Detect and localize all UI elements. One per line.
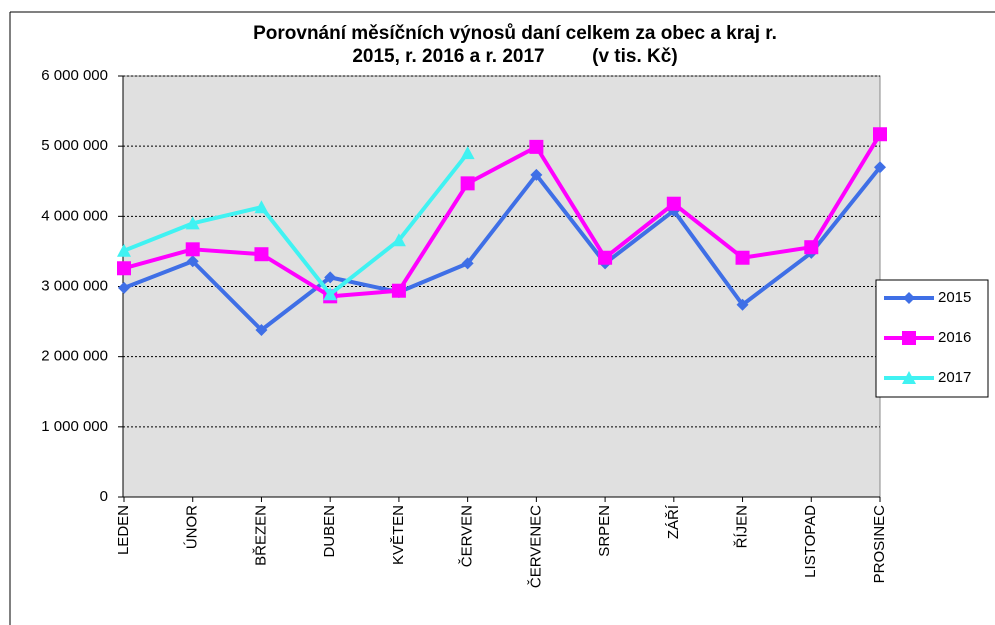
x-tick-label: ŘÍJEN xyxy=(734,505,751,548)
series-line xyxy=(123,151,470,297)
y-tick-label: 1 000 000 xyxy=(41,418,108,435)
x-tick-label: LISTOPAD xyxy=(802,505,819,578)
y-tick-label: 3 000 000 xyxy=(41,277,108,294)
x-tick-label: ČERVEN xyxy=(459,505,476,567)
marker xyxy=(530,168,543,181)
legend-label: 2016 xyxy=(938,329,971,346)
legend-label: 2017 xyxy=(938,369,971,386)
x-tick-label: KVĚTEN xyxy=(390,505,407,565)
marker xyxy=(117,261,131,276)
marker xyxy=(529,139,544,154)
x-tick-label: BŘEZEN xyxy=(252,505,269,566)
x-tick-label: LEDEN xyxy=(115,505,132,555)
marker xyxy=(598,250,613,265)
marker xyxy=(324,271,337,284)
marker xyxy=(185,216,200,230)
marker xyxy=(735,250,750,265)
marker xyxy=(254,200,269,214)
marker xyxy=(186,255,199,268)
marker xyxy=(117,243,131,257)
marker xyxy=(903,292,915,304)
marker xyxy=(185,242,200,257)
marker xyxy=(391,283,406,298)
marker xyxy=(255,324,268,337)
chart-title: Porovnání měsíčních výnosů daní celkem z… xyxy=(253,23,777,44)
marker xyxy=(666,196,681,211)
marker xyxy=(391,233,406,247)
marker xyxy=(736,298,749,311)
marker xyxy=(461,257,474,270)
x-tick-label: ÚNOR xyxy=(184,505,201,549)
marker xyxy=(323,287,338,301)
y-tick-label: 5 000 000 xyxy=(41,137,108,154)
marker xyxy=(873,127,887,142)
x-tick-label: ČERVENEC xyxy=(527,505,544,588)
marker xyxy=(874,161,886,174)
chart-title: 2015, r. 2016 a r. 2017 (v tis. Kč) xyxy=(352,46,677,67)
marker xyxy=(902,371,916,384)
x-tick-label: PROSINEC xyxy=(871,505,888,584)
marker xyxy=(460,146,475,160)
y-tick-label: 6 000 000 xyxy=(41,67,108,84)
y-tick-label: 0 xyxy=(100,488,108,505)
x-tick-label: SRPEN xyxy=(596,505,613,557)
marker xyxy=(118,281,130,294)
legend-label: 2015 xyxy=(938,289,971,306)
series-line xyxy=(123,133,882,299)
series-line xyxy=(123,165,882,333)
y-tick-label: 4 000 000 xyxy=(41,207,108,224)
x-tick-label: DUBEN xyxy=(321,505,338,558)
marker xyxy=(254,247,269,262)
marker xyxy=(902,331,916,345)
x-tick-label: ZÁŘÍ xyxy=(665,504,682,539)
marker xyxy=(460,176,475,191)
marker xyxy=(804,240,819,255)
y-tick-label: 2 000 000 xyxy=(41,348,108,365)
